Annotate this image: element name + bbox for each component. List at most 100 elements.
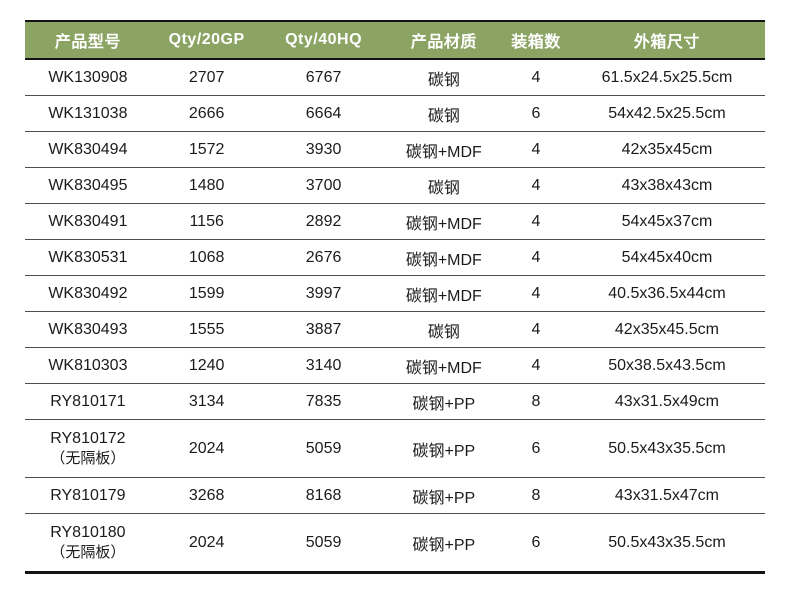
cell-material: 碳钢+MDF [384, 347, 504, 384]
cell-size: 43x38x43cm [568, 167, 765, 204]
product-spec-table-container: 产品型号 Qty/20GP Qty/40HQ 产品材质 装箱数 外箱尺寸 WK130908… [25, 20, 765, 574]
cell-size: 54x45x40cm [568, 239, 765, 276]
header-cell-model: 产品型号 [25, 20, 151, 60]
cell-pack: 6 [503, 513, 569, 574]
cell-model: WK830495 [25, 167, 151, 204]
cell-qty20: 2024 [150, 419, 263, 478]
cell-model: WK810303 [25, 347, 151, 384]
cell-size: 42x35x45cm [568, 131, 765, 168]
cell-size: 42x35x45.5cm [568, 311, 765, 348]
cell-pack: 6 [503, 95, 569, 132]
model-number: RY810180 [50, 524, 126, 541]
model-number: WK830494 [48, 141, 128, 158]
cell-qty20: 1555 [150, 311, 263, 348]
cell-qty20: 2024 [150, 513, 263, 574]
cell-qty40: 3997 [262, 275, 385, 312]
cell-material: 碳钢 [384, 311, 504, 348]
cell-model: WK830494 [25, 131, 151, 168]
cell-size: 50x38.5x43.5cm [568, 347, 765, 384]
cell-qty40: 2892 [262, 203, 385, 240]
cell-model: RY810179 [25, 477, 151, 514]
cell-size: 50.5x43x35.5cm [568, 513, 765, 574]
cell-size: 43x31.5x49cm [568, 383, 765, 420]
cell-model: WK830491 [25, 203, 151, 240]
cell-qty20: 1599 [150, 275, 263, 312]
cell-model: RY810172 （无隔板） [25, 419, 151, 478]
table-row: RY810172 （无隔板） 2024 5059 碳钢+PP 6 50.5x43x35.5c… [25, 419, 765, 478]
cell-pack: 4 [503, 347, 569, 384]
table-row: WK130908 2707 6767 碳钢 4 61.5x24.5x25.5cm [25, 59, 765, 96]
model-number: RY810179 [50, 487, 126, 504]
model-number: WK830531 [48, 249, 128, 266]
table-body: WK130908 2707 6767 碳钢 4 61.5x24.5x25.5cm WK131… [25, 59, 765, 574]
header-cell-qty20: Qty/20GP [150, 20, 263, 60]
cell-model: WK130908 [25, 59, 151, 96]
cell-pack: 4 [503, 203, 569, 240]
cell-qty20: 2666 [150, 95, 263, 132]
cell-qty20: 1240 [150, 347, 263, 384]
cell-size: 40.5x36.5x44cm [568, 275, 765, 312]
model-number: WK830492 [48, 285, 128, 302]
table-row: WK830495 1480 3700 碳钢 4 43x38x43cm [25, 167, 765, 204]
cell-qty40: 3930 [262, 131, 385, 168]
cell-size: 50.5x43x35.5cm [568, 419, 765, 478]
cell-material: 碳钢+PP [384, 513, 504, 574]
cell-size: 61.5x24.5x25.5cm [568, 59, 765, 96]
cell-size: 54x42.5x25.5cm [568, 95, 765, 132]
cell-pack: 8 [503, 383, 569, 420]
cell-qty40: 3140 [262, 347, 385, 384]
cell-qty40: 6767 [262, 59, 385, 96]
cell-model: WK830492 [25, 275, 151, 312]
model-number: WK830493 [48, 321, 128, 338]
cell-pack: 4 [503, 275, 569, 312]
model-number: RY810171 [50, 393, 126, 410]
table-row: WK830494 1572 3930 碳钢+MDF 4 42x35x45cm [25, 131, 765, 168]
model-note: （无隔板） [50, 450, 126, 467]
cell-qty40: 5059 [262, 513, 385, 574]
cell-pack: 4 [503, 167, 569, 204]
header-cell-material: 产品材质 [384, 20, 504, 60]
cell-model: RY810171 [25, 383, 151, 420]
table-row: WK131038 2666 6664 碳钢 6 54x42.5x25.5cm [25, 95, 765, 132]
cell-material: 碳钢+MDF [384, 275, 504, 312]
cell-material: 碳钢+PP [384, 477, 504, 514]
table-row: WK830491 1156 2892 碳钢+MDF 4 54x45x37cm [25, 203, 765, 240]
cell-model: WK830493 [25, 311, 151, 348]
cell-model: RY810180 （无隔板） [25, 513, 151, 574]
cell-qty20: 1068 [150, 239, 263, 276]
cell-material: 碳钢+MDF [384, 203, 504, 240]
header-cell-qty40: Qty/40HQ [262, 20, 385, 60]
cell-qty20: 2707 [150, 59, 263, 96]
model-number: WK810303 [48, 357, 128, 374]
table-row: WK830493 1555 3887 碳钢 4 42x35x45.5cm [25, 311, 765, 348]
cell-qty40: 2676 [262, 239, 385, 276]
cell-qty20: 1572 [150, 131, 263, 168]
cell-pack: 4 [503, 59, 569, 96]
model-number: WK130908 [48, 69, 128, 86]
table-row: WK810303 1240 3140 碳钢+MDF 4 50x38.5x43.5cm [25, 347, 765, 384]
cell-material: 碳钢+MDF [384, 131, 504, 168]
cell-qty40: 5059 [262, 419, 385, 478]
table-row: RY810180 （无隔板） 2024 5059 碳钢+PP 6 50.5x43x35.5c… [25, 513, 765, 574]
cell-material: 碳钢 [384, 167, 504, 204]
model-number: WK830495 [48, 177, 128, 194]
header-row: 产品型号 Qty/20GP Qty/40HQ 产品材质 装箱数 外箱尺寸 [25, 20, 765, 60]
model-number: RY810172 [50, 430, 126, 447]
cell-size: 54x45x37cm [568, 203, 765, 240]
cell-qty40: 3887 [262, 311, 385, 348]
cell-qty40: 6664 [262, 95, 385, 132]
cell-qty20: 1156 [150, 203, 263, 240]
cell-qty20: 3134 [150, 383, 263, 420]
cell-model: WK830531 [25, 239, 151, 276]
cell-pack: 4 [503, 311, 569, 348]
cell-qty40: 3700 [262, 167, 385, 204]
table-row: WK830531 1068 2676 碳钢+MDF 4 54x45x40cm [25, 239, 765, 276]
table-row: WK830492 1599 3997 碳钢+MDF 4 40.5x36.5x44cm [25, 275, 765, 312]
cell-pack: 4 [503, 239, 569, 276]
cell-material: 碳钢+PP [384, 383, 504, 420]
cell-qty20: 3268 [150, 477, 263, 514]
cell-material: 碳钢 [384, 95, 504, 132]
cell-pack: 8 [503, 477, 569, 514]
product-spec-table: 产品型号 Qty/20GP Qty/40HQ 产品材质 装箱数 外箱尺寸 WK130908… [25, 20, 765, 574]
cell-pack: 4 [503, 131, 569, 168]
